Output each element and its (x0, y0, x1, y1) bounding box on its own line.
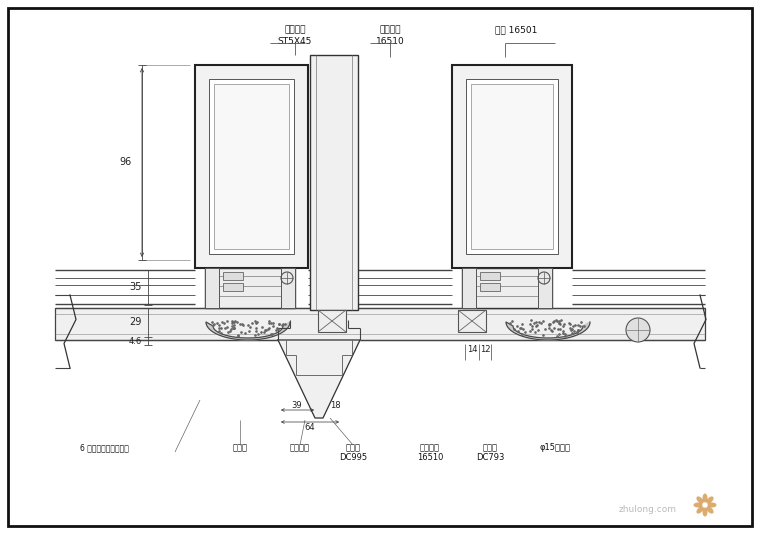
Bar (452, 65, 572, 268)
Bar (223, 283, 243, 291)
Bar (310, 55, 358, 310)
Text: 12: 12 (480, 345, 490, 355)
Polygon shape (206, 322, 290, 340)
Text: 18: 18 (330, 400, 340, 410)
Text: 12: 12 (318, 400, 328, 410)
Text: 16510: 16510 (375, 36, 404, 45)
Text: DC793: DC793 (476, 453, 504, 462)
Ellipse shape (693, 502, 702, 507)
Ellipse shape (702, 507, 708, 516)
Text: 29: 29 (130, 317, 142, 327)
Text: φ15泡沫棒: φ15泡沫棒 (540, 444, 571, 452)
Bar (466, 79, 558, 254)
Text: 开启窗框: 开启窗框 (420, 444, 440, 452)
Text: 自攻螺钉: 自攻螺钉 (284, 26, 306, 35)
Bar (205, 268, 295, 308)
Ellipse shape (702, 493, 708, 502)
Ellipse shape (706, 497, 714, 504)
Text: 小压条条: 小压条条 (290, 444, 310, 452)
Text: 35: 35 (130, 282, 142, 292)
Ellipse shape (706, 506, 714, 514)
Bar (223, 272, 243, 280)
Bar (471, 84, 553, 249)
Circle shape (626, 318, 650, 342)
Bar (209, 79, 294, 254)
Text: 6 双色光玻璃铝内压条: 6 双色光玻璃铝内压条 (80, 444, 129, 452)
Text: 96: 96 (120, 157, 132, 167)
Ellipse shape (696, 497, 704, 504)
Bar (538, 268, 552, 308)
Bar (462, 268, 552, 308)
Bar (214, 84, 289, 249)
Text: 39: 39 (292, 400, 302, 410)
Text: 4.6: 4.6 (128, 336, 142, 345)
Ellipse shape (708, 502, 717, 507)
Polygon shape (506, 322, 590, 340)
Text: DC995: DC995 (339, 453, 367, 462)
Text: ST5X45: ST5X45 (278, 36, 312, 45)
Text: zhulong.com: zhulong.com (619, 506, 677, 514)
Bar (480, 283, 500, 291)
Text: 64: 64 (305, 423, 315, 433)
Bar (318, 310, 346, 332)
Text: 16510: 16510 (416, 453, 443, 462)
Bar (281, 268, 295, 308)
Bar (458, 310, 486, 332)
Polygon shape (278, 340, 360, 418)
Text: 结构胶: 结构胶 (346, 444, 360, 452)
Bar (205, 268, 219, 308)
Text: 开启窗框: 开启窗框 (379, 26, 401, 35)
Bar (462, 268, 476, 308)
Ellipse shape (696, 506, 704, 514)
Text: 土建 16501: 土建 16501 (495, 26, 537, 35)
Bar (480, 272, 500, 280)
Text: 14: 14 (467, 345, 477, 355)
Text: 密封条: 密封条 (233, 444, 248, 452)
Bar (195, 65, 308, 268)
Bar (55, 308, 705, 340)
Text: 密封胶: 密封胶 (483, 444, 498, 452)
